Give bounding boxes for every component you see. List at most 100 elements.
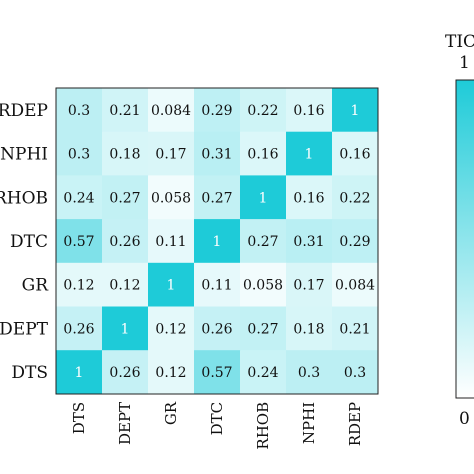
- row-tick-label: DEPT: [0, 319, 49, 339]
- cell-value-label: 0.26: [109, 365, 140, 381]
- heatmap-cell: [240, 350, 287, 395]
- cell-value-label: 0.3: [344, 365, 366, 381]
- heatmap-cell: [148, 350, 195, 395]
- column-tick-label: NPHI: [300, 402, 318, 444]
- cell-value-label: 0.26: [201, 321, 232, 337]
- heatmap-cell: [194, 262, 241, 307]
- cell-value-label: 1: [167, 278, 176, 294]
- heatmap-cell: [102, 262, 149, 307]
- cell-value-label: 0.18: [293, 321, 324, 337]
- heatmap-cell: [148, 88, 195, 133]
- column-tick-label: DTS: [70, 402, 88, 434]
- cell-value-label: 0.12: [155, 365, 186, 381]
- cell-value-label: 0.3: [298, 365, 320, 381]
- cell-value-label: 0.24: [63, 190, 94, 206]
- cell-value-label: 0.27: [247, 234, 278, 250]
- heatmap-cell: [194, 219, 241, 264]
- heatmap-cell: [332, 306, 379, 351]
- cell-value-label: 0.29: [339, 234, 370, 250]
- heatmap-cell: [332, 131, 379, 176]
- cell-value-label: 0.16: [339, 147, 370, 163]
- heatmap-cell: [56, 306, 103, 351]
- cell-value-label: 0.26: [109, 234, 140, 250]
- heatmap-cell: [240, 306, 287, 351]
- heatmap-cell: [332, 262, 379, 307]
- row-tick-label: GR: [22, 276, 50, 296]
- cell-value-label: 0.27: [201, 190, 232, 206]
- cell-value-label: 0.11: [155, 234, 186, 250]
- colorbar: TIC 1 0: [445, 32, 474, 429]
- heatmap-cell: [148, 131, 195, 176]
- heatmap-cell: [286, 262, 333, 307]
- row-labels: RDEP NPHI RHOB DTC GR DEPT DTS: [0, 101, 49, 383]
- column-tick-label: RDEP: [346, 402, 364, 446]
- heatmap-cell: [286, 131, 333, 176]
- heatmap-cell: [194, 306, 241, 351]
- row-tick-label: NPHI: [0, 145, 48, 165]
- cell-value-label: 0.21: [109, 103, 140, 119]
- cell-value-label: 1: [305, 147, 314, 163]
- cell-value-label: 0.11: [201, 278, 232, 294]
- column-tick-label: DEPT: [116, 402, 134, 445]
- cell-value-label: 0.058: [151, 190, 191, 206]
- cell-value-label: 0.17: [293, 278, 324, 294]
- heatmap-cell: [102, 219, 149, 264]
- row-tick-label: DTS: [11, 363, 48, 383]
- column-tick-label: DTC: [208, 402, 226, 436]
- heatmap-cell: [332, 88, 379, 133]
- cell-value-label: 0.57: [63, 234, 94, 250]
- cell-value-label: 0.16: [247, 147, 278, 163]
- heatmap-cell: [240, 219, 287, 264]
- heatmap-cell: [56, 88, 103, 133]
- cell-value-label: 1: [75, 365, 84, 381]
- cell-value-label: 0.22: [247, 103, 278, 119]
- heatmap-cell: [332, 175, 379, 220]
- heatmap-cell: [286, 175, 333, 220]
- heatmap-cell: [148, 175, 195, 220]
- heatmap-cell: [56, 350, 103, 395]
- heatmap-cell: [194, 131, 241, 176]
- heatmap-cell: [332, 350, 379, 395]
- row-tick-label: DTC: [10, 232, 48, 252]
- heatmap-cell: [148, 262, 195, 307]
- cell-value-label: 0.21: [339, 321, 370, 337]
- colorbar-tick-bottom: 0: [459, 409, 470, 429]
- heatmap-cell: [148, 219, 195, 264]
- cell-value-label: 0.12: [155, 321, 186, 337]
- heatmap-cell: [194, 350, 241, 395]
- cell-value-label: 0.22: [339, 190, 370, 206]
- heatmap-cell: [102, 306, 149, 351]
- heatmap-cell: [332, 219, 379, 264]
- heatmap-cell: [286, 88, 333, 133]
- cell-value-label: 0.058: [243, 278, 283, 294]
- heatmap-cell: [148, 306, 195, 351]
- heatmap-cell: [56, 131, 103, 176]
- colorbar-tick-top: 1: [459, 53, 470, 73]
- cell-value-label: 0.17: [155, 147, 186, 163]
- cell-value-label: 0.12: [109, 278, 140, 294]
- heatmap-cell: [102, 350, 149, 395]
- cell-value-label: 0.18: [109, 147, 140, 163]
- cell-value-label: 1: [351, 103, 360, 119]
- cell-value-label: 1: [213, 234, 222, 250]
- heatmap-cells: 0.3 0.21 0.084 0.29 0.22 0.16 1 0.3 0.18 0.17 0.3 1…: [56, 88, 379, 395]
- heatmap-cell: [194, 88, 241, 133]
- heatmap-cell: [240, 131, 287, 176]
- cell-value-label: 0.084: [335, 278, 375, 294]
- heatmap-cell: [56, 262, 103, 307]
- cell-value-label: 1: [259, 190, 268, 206]
- heatmap-cell: [240, 88, 287, 133]
- cell-value-label: 0.084: [151, 103, 191, 119]
- colorbar-gradient: [455, 79, 474, 399]
- colorbar-label: TIC: [445, 32, 474, 52]
- row-tick-label: RHOB: [0, 188, 48, 208]
- heatmap-cell: [194, 175, 241, 220]
- heatmap-cell: [56, 219, 103, 264]
- cell-value-label: 0.3: [68, 147, 90, 163]
- heatmap-cell: [102, 88, 149, 133]
- cell-value-label: 0.57: [201, 365, 232, 381]
- heatmap-cell: [102, 131, 149, 176]
- column-tick-label: GR: [162, 401, 180, 425]
- heatmap-cell: [286, 306, 333, 351]
